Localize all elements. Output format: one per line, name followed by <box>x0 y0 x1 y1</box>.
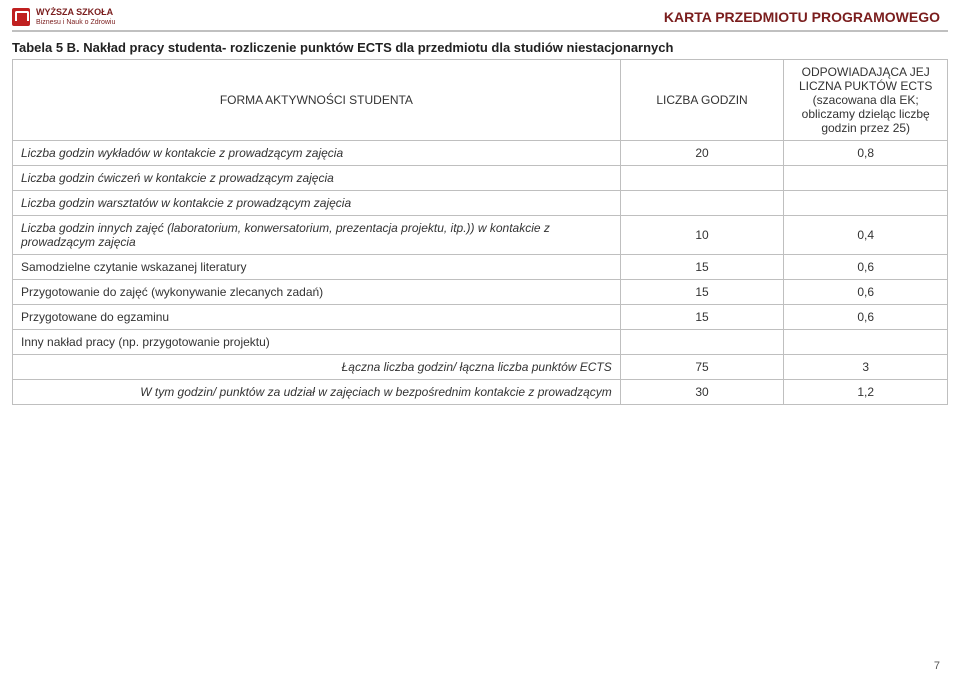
row-hours <box>620 191 784 216</box>
direct-ects: 1,2 <box>784 380 948 405</box>
row-hours: 20 <box>620 141 784 166</box>
row-label: Przygotowanie do zajęć (wykonywanie zlec… <box>13 280 621 305</box>
direct-label: W tym godzin/ punktów za udział w zajęci… <box>13 380 621 405</box>
col-hours: LICZBA GODZIN <box>620 60 784 141</box>
row-label: Liczba godzin warsztatów w kontakcie z p… <box>13 191 621 216</box>
logo-icon <box>12 8 30 26</box>
row-ects: 0,6 <box>784 280 948 305</box>
row-hours: 10 <box>620 216 784 255</box>
total-label: Łączna liczba godzin/ łączna liczba punk… <box>13 355 621 380</box>
row-ects: 0,6 <box>784 305 948 330</box>
page-title: KARTA PRZEDMIOTU PROGRAMOWEGO <box>664 9 940 25</box>
row-ects <box>784 191 948 216</box>
row-hours <box>620 166 784 191</box>
row-label: Przygotowane do egzaminu <box>13 305 621 330</box>
row-label: Liczba godzin wykładów w kontakcie z pro… <box>13 141 621 166</box>
row-hours: 15 <box>620 255 784 280</box>
row-ects: 0,6 <box>784 255 948 280</box>
logo-text: WYŻSZA SZKOŁA Biznesu i Nauk o Zdrowiu <box>36 8 115 26</box>
total-hours: 75 <box>620 355 784 380</box>
table-header-row: FORMA AKTYWNOŚCI STUDENTA LICZBA GODZIN … <box>13 60 948 141</box>
col-ects-line2: (szacowana dla EK; obliczamy dzieląc lic… <box>802 93 930 135</box>
row-hours: 15 <box>620 305 784 330</box>
row-ects: 0,4 <box>784 216 948 255</box>
header-rule <box>12 30 948 32</box>
table-body: Liczba godzin wykładów w kontakcie z pro… <box>13 141 948 405</box>
table-title: Tabela 5 B. Nakład pracy studenta- rozli… <box>12 40 948 55</box>
table-direct-row: W tym godzin/ punktów za udział w zajęci… <box>13 380 948 405</box>
table-row: Liczba godzin ćwiczeń w kontakcie z prow… <box>13 166 948 191</box>
table-row: Przygotowane do egzaminu 15 0,6 <box>13 305 948 330</box>
col-ects: ODPOWIADAJĄCA JEJ LICZNA PUKTÓW ECTS (sz… <box>784 60 948 141</box>
row-hours: 15 <box>620 280 784 305</box>
total-ects: 3 <box>784 355 948 380</box>
table-row: Przygotowanie do zajęć (wykonywanie zlec… <box>13 280 948 305</box>
table-row: Liczba godzin warsztatów w kontakcie z p… <box>13 191 948 216</box>
table-row: Liczba godzin innych zajęć (laboratorium… <box>13 216 948 255</box>
page-number: 7 <box>934 660 940 672</box>
table-row: Liczba godzin wykładów w kontakcie z pro… <box>13 141 948 166</box>
table-row: Inny nakład pracy (np. przygotowanie pro… <box>13 330 948 355</box>
logo-line1: WYŻSZA SZKOŁA <box>36 7 113 17</box>
logo-line2: Biznesu i Nauk o Zdrowiu <box>36 19 115 26</box>
col-ects-line1: ODPOWIADAJĄCA JEJ LICZNA PUKTÓW ECTS <box>799 65 932 93</box>
row-label: Liczba godzin innych zajęć (laboratorium… <box>13 216 621 255</box>
row-ects <box>784 330 948 355</box>
row-ects <box>784 166 948 191</box>
row-hours <box>620 330 784 355</box>
direct-hours: 30 <box>620 380 784 405</box>
ects-table: FORMA AKTYWNOŚCI STUDENTA LICZBA GODZIN … <box>12 59 948 405</box>
table-total-row: Łączna liczba godzin/ łączna liczba punk… <box>13 355 948 380</box>
row-label: Inny nakład pracy (np. przygotowanie pro… <box>13 330 621 355</box>
page-header: WYŻSZA SZKOŁA Biznesu i Nauk o Zdrowiu K… <box>0 0 960 30</box>
row-label: Samodzielne czytanie wskazanej literatur… <box>13 255 621 280</box>
logo: WYŻSZA SZKOŁA Biznesu i Nauk o Zdrowiu <box>12 8 115 26</box>
col-form: FORMA AKTYWNOŚCI STUDENTA <box>13 60 621 141</box>
table-row: Samodzielne czytanie wskazanej literatur… <box>13 255 948 280</box>
row-ects: 0,8 <box>784 141 948 166</box>
row-label: Liczba godzin ćwiczeń w kontakcie z prow… <box>13 166 621 191</box>
